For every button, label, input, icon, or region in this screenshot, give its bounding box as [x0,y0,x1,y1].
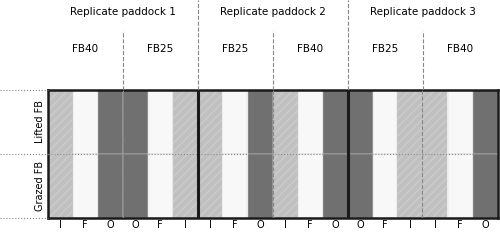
Bar [72,154,98,218]
Bar [322,90,347,154]
Text: F: F [157,220,163,230]
Bar [198,90,222,154]
Bar [198,154,222,218]
Bar [72,90,98,154]
Bar [148,90,172,154]
Text: F: F [382,220,388,230]
Text: FB40: FB40 [297,44,323,54]
Text: I: I [58,220,61,230]
Text: FB25: FB25 [372,44,398,54]
Text: F: F [232,220,238,230]
Bar [348,90,372,154]
Bar [222,154,248,218]
Text: O: O [481,220,489,230]
Text: O: O [256,220,264,230]
Text: FB25: FB25 [147,44,173,54]
Bar [472,154,498,218]
Text: I: I [434,220,436,230]
Text: Replicate paddock 3: Replicate paddock 3 [370,7,476,17]
Bar [398,154,422,218]
Text: F: F [307,220,313,230]
Bar [122,154,148,218]
Text: FB40: FB40 [447,44,473,54]
Bar [98,90,122,154]
Bar [422,154,448,218]
Bar [272,154,297,218]
Bar [222,90,248,154]
Text: Grazed FB: Grazed FB [35,161,45,211]
Bar [248,154,272,218]
Text: FB25: FB25 [222,44,248,54]
Text: O: O [131,220,139,230]
Bar [422,90,448,154]
Text: O: O [356,220,364,230]
Text: F: F [457,220,463,230]
Text: Replicate paddock 2: Replicate paddock 2 [220,7,326,17]
Text: I: I [208,220,212,230]
Bar [148,154,172,218]
Text: I: I [408,220,412,230]
Bar [348,154,372,218]
Text: I: I [184,220,186,230]
Text: O: O [331,220,339,230]
Bar [372,154,398,218]
Bar [372,90,398,154]
Text: Replicate paddock 1: Replicate paddock 1 [70,7,176,17]
Bar [298,154,322,218]
Bar [298,90,322,154]
Text: F: F [82,220,88,230]
Bar [248,90,272,154]
Bar [472,90,498,154]
Bar [322,154,347,218]
Text: O: O [106,220,114,230]
Bar [172,90,198,154]
Text: FB40: FB40 [72,44,98,54]
Bar [48,90,72,154]
Bar [272,90,297,154]
Bar [122,90,148,154]
Text: I: I [284,220,286,230]
Bar [98,154,122,218]
Bar [398,90,422,154]
Bar [448,90,472,154]
Text: Lifted FB: Lifted FB [35,100,45,143]
Bar [172,154,198,218]
Bar [48,154,72,218]
Bar [448,154,472,218]
